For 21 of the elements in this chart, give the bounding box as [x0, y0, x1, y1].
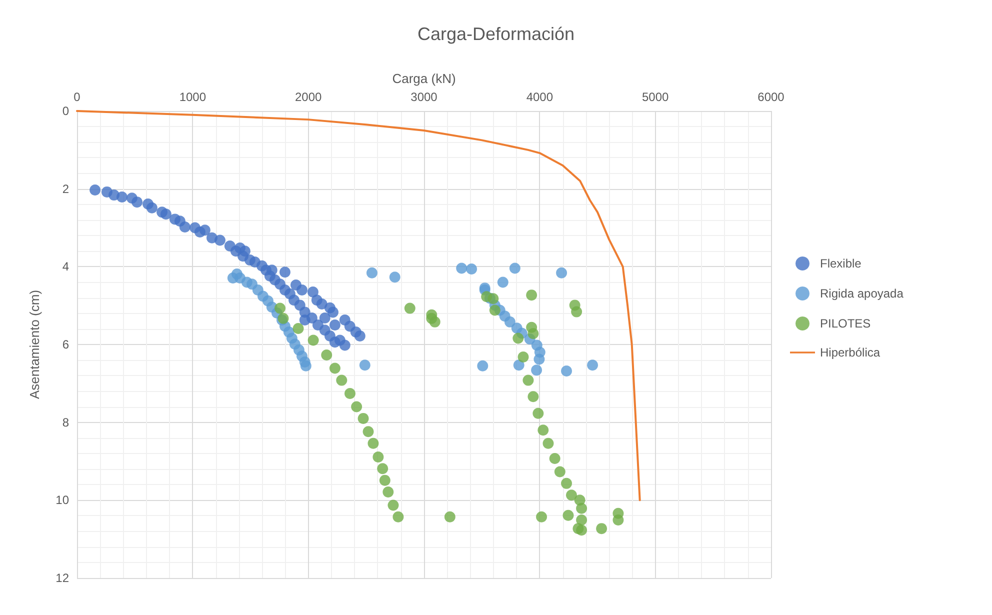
x-axis-title: Carga (kN) [392, 71, 456, 86]
legend-label: PILOTES [820, 316, 871, 330]
legend-label: Flexible [820, 256, 862, 270]
y-tick-label: 10 [56, 493, 70, 508]
x-tick-label: 3000 [410, 90, 438, 104]
legend-label: Hiperbólica [820, 346, 880, 360]
x-tick-label: 5000 [642, 90, 670, 104]
y-tick-label: 8 [62, 415, 70, 430]
x-tick-label: 0 [74, 90, 81, 104]
x-tick-label: 6000 [758, 90, 785, 104]
y-axis-title: Asentamiento (cm) [27, 290, 42, 400]
y-tick-label: 2 [62, 182, 70, 196]
y-tick-label: 6 [62, 338, 70, 352]
chart-title: Carga-Deformación [417, 24, 575, 44]
y-tick-label: 4 [62, 260, 70, 274]
x-tick-label: 2000 [294, 90, 322, 104]
legend-label: Rigida apoyada [820, 286, 904, 300]
y-tick-label: 0 [62, 104, 70, 118]
x-tick-label: 4000 [526, 90, 554, 104]
y-tick-label: 12 [56, 571, 70, 585]
x-tick-label: 1000 [179, 90, 206, 104]
